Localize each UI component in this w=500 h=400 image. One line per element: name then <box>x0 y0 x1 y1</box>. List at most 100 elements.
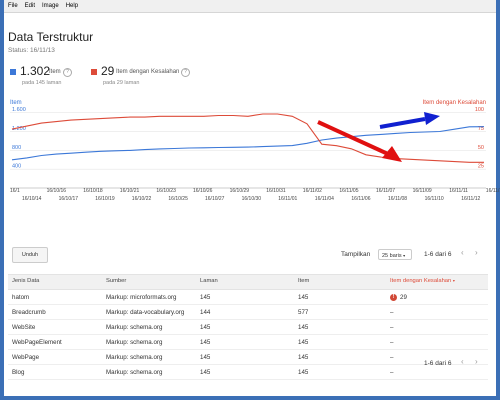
items-help-icon[interactable]: ? <box>63 68 72 77</box>
x-tick-label: 16/11/01 <box>278 196 298 202</box>
row-divider <box>8 379 488 380</box>
cell-pages: 145 <box>200 324 211 331</box>
row-divider <box>8 304 488 305</box>
x-tick-label: 16/10/27 <box>205 196 225 202</box>
line-chart: Item Item dengan Kesalahan 1.600 1.200 800… <box>10 100 486 189</box>
cell-items: 145 <box>298 294 309 301</box>
x-tick-label: 16/10/30 <box>241 196 262 202</box>
col-items[interactable]: Item <box>298 278 310 284</box>
y-right-tick-label: 75 <box>478 126 484 132</box>
x-tick-label: 16/11/10 <box>424 196 444 202</box>
left-axis-title: Item <box>10 100 22 106</box>
pagination-bottom: 1-6 dari 6 <box>424 360 452 367</box>
x-tick-label: 16/10/23 <box>156 188 176 194</box>
x-tick-label: 16/10/22 <box>131 196 152 202</box>
cell-errors: – <box>390 339 394 346</box>
right-axis-title: Item dengan Kesalahan <box>423 100 486 106</box>
y-left-tick-label: 400 <box>12 164 21 170</box>
menu-help[interactable]: Help <box>65 3 79 9</box>
x-tick-label: 16/11/09 <box>412 188 432 194</box>
menu-file[interactable]: File <box>8 3 18 9</box>
cell-pages: 144 <box>200 309 211 316</box>
errors-series-line <box>11 113 484 163</box>
x-tick-label: 16/11/08 <box>388 196 408 202</box>
row-divider <box>8 319 488 320</box>
cell-errors: 29 <box>400 294 407 301</box>
cell-source: Markup: schema.org <box>106 324 163 331</box>
col-type[interactable]: Jenis Data <box>12 278 40 284</box>
cell-items: 145 <box>298 369 309 376</box>
x-tick-label: 16/10/16 <box>46 188 67 194</box>
rows-per-page-select[interactable]: 25 baris ▾ <box>378 249 412 260</box>
cell-source: Markup: data-vocabulary.org <box>106 309 185 316</box>
cell-pages: 145 <box>200 339 211 346</box>
red-arrow-shaft <box>317 120 389 156</box>
items-legend-swatch <box>10 69 16 75</box>
x-tick-label: 16/10/29 <box>229 188 250 194</box>
y-left-tick-label: 1.200 <box>12 126 26 132</box>
x-tick-label: 16/10/17 <box>58 196 79 202</box>
x-tick-label: 16/1 <box>10 188 20 194</box>
sort-desc-icon: ▾ <box>452 278 455 283</box>
cell-type[interactable]: Breadcrumb <box>12 309 46 316</box>
cell-type[interactable]: hatom <box>12 294 30 301</box>
errors-legend-swatch <box>91 69 97 75</box>
red-arrow-head <box>382 146 402 162</box>
row-divider <box>8 334 488 335</box>
errors-label: Item dengan Kesalahan <box>116 69 180 75</box>
cell-pages: 145 <box>200 294 211 301</box>
cell-type[interactable]: Blog <box>12 369 25 376</box>
download-button[interactable]: Unduh <box>12 247 48 263</box>
items-series-line <box>11 126 485 161</box>
x-tick-label: 16/11/12 <box>461 196 481 202</box>
error-alert-icon: ! <box>390 294 397 301</box>
x-tick-label: 16/10/14 <box>22 196 42 202</box>
menu-image[interactable]: Image <box>42 3 59 9</box>
blue-arrow-shaft <box>379 117 426 129</box>
x-axis-ticks: 16/1 16/10/16 16/10/18 16/10/21 16/10/23 16/1… <box>0 188 500 206</box>
col-source[interactable]: Sumber <box>106 278 127 284</box>
cell-source: Markup: microformats.org <box>106 294 177 301</box>
blue-arrow-head <box>424 112 440 125</box>
errors-count: 29 <box>101 64 115 78</box>
cell-type[interactable]: WebPageElement <box>12 339 62 346</box>
x-tick-label: 16/11/07 <box>376 188 396 194</box>
cell-type[interactable]: WebSite <box>12 324 36 331</box>
x-tick-label: 16/11/02 <box>302 188 322 194</box>
prev-page-bottom-icon[interactable]: ‹ <box>461 357 464 366</box>
cell-items: 145 <box>298 339 309 346</box>
cell-errors: – <box>390 354 394 361</box>
next-page-icon[interactable]: › <box>475 248 478 257</box>
show-label: Tampilkan <box>341 251 371 258</box>
x-tick-label: 16/10/26 <box>193 188 213 194</box>
col-pages[interactable]: Laman <box>200 278 218 284</box>
rows-select-value: 25 baris <box>382 253 402 259</box>
items-label: Item <box>49 69 61 75</box>
x-tick-label: 16/10/21 <box>119 188 140 194</box>
x-tick-label: 16/10/25 <box>168 196 188 202</box>
cell-errors: – <box>390 324 394 331</box>
errors-sub: pada 29 laman <box>103 80 140 86</box>
col-errors-label: Item dengan Kesalahan <box>390 278 452 284</box>
y-right-tick-label: 50 <box>478 145 484 151</box>
menu-edit[interactable]: Edit <box>24 3 36 9</box>
x-tick-label: 16/10/31 <box>266 188 286 194</box>
cell-pages: 145 <box>200 369 211 376</box>
x-tick-label: 16/11/13 <box>485 188 500 194</box>
y-left-tick-label: 1.600 <box>12 107 26 113</box>
prev-page-icon[interactable]: ‹ <box>461 248 464 257</box>
y-right-tick-label: 25 <box>478 164 484 170</box>
cell-source: Markup: schema.org <box>106 339 163 346</box>
col-errors[interactable]: Item dengan Kesalahan ▾ <box>390 278 455 284</box>
x-tick-label: 16/11/11 <box>449 188 468 194</box>
next-page-bottom-icon[interactable]: › <box>475 357 478 366</box>
cell-pages: 145 <box>200 354 211 361</box>
cell-items: 577 <box>298 309 309 316</box>
cell-type[interactable]: WebPage <box>12 354 40 361</box>
chevron-down-icon: ▾ <box>403 253 406 258</box>
errors-help-icon[interactable]: ? <box>181 68 190 77</box>
menu-bar: File Edit Image Help <box>4 0 496 13</box>
x-tick-label: 16/11/05 <box>339 188 359 194</box>
cell-items: 145 <box>298 324 309 331</box>
